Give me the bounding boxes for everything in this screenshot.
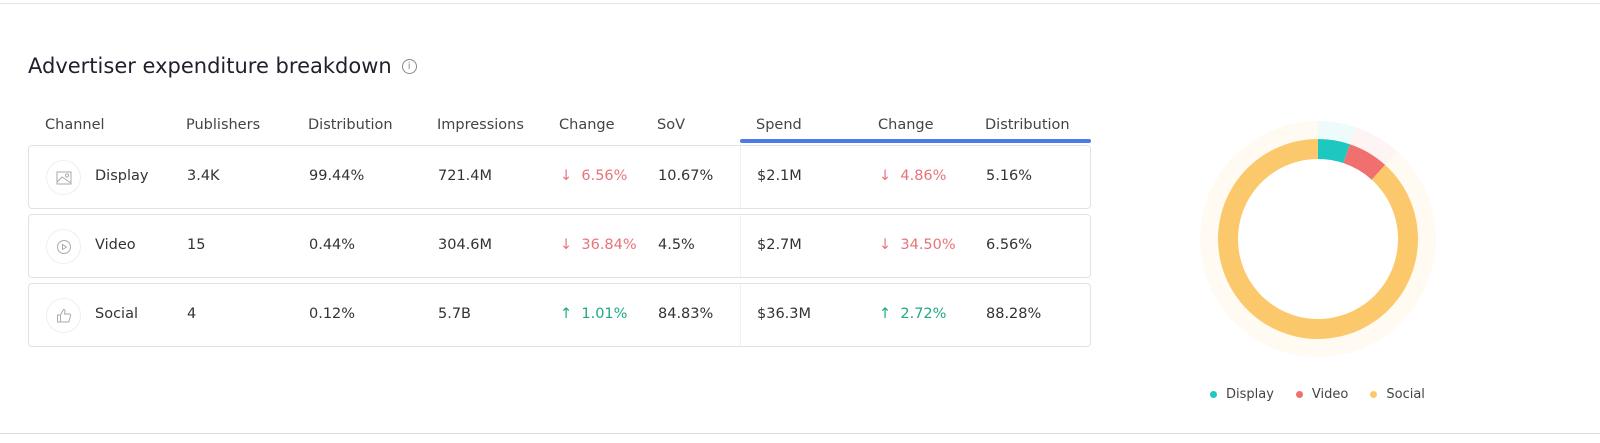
info-circle-icon[interactable]: i (401, 58, 417, 74)
slice-video[interactable] (1343, 144, 1386, 180)
arrow-up-icon: ↑ (560, 306, 573, 322)
legend-item[interactable]: Social (1370, 387, 1425, 402)
legend-item[interactable]: Display (1210, 387, 1274, 402)
change-value: 34.50% (900, 237, 956, 253)
distribution: 0.12% (309, 306, 356, 322)
thumbs-up-icon (46, 298, 81, 333)
change-value: 6.56% (581, 168, 628, 184)
arrow-down-icon: ↓ (560, 168, 573, 184)
column-divider (740, 146, 741, 208)
spend-distribution: 6.56% (986, 237, 1033, 253)
legend-dot (1295, 391, 1303, 398)
publishers: 4 (187, 306, 197, 322)
column-header[interactable]: Change (878, 117, 934, 133)
publishers: 15 (187, 237, 206, 253)
column-header[interactable]: Channel (45, 117, 105, 133)
column-divider (740, 215, 741, 277)
distribution: 0.44% (309, 237, 356, 253)
channel-name: Social (95, 306, 138, 322)
legend-label: Social (1386, 387, 1425, 402)
legend-label: Video (1311, 387, 1349, 402)
spend: $2.1M (757, 168, 802, 184)
table-row[interactable]: Video 15 0.44% 304.6M ↓ 36.84% 4.5% $2.7… (28, 214, 1091, 278)
column-header[interactable]: SoV (657, 117, 685, 133)
change-value: 36.84% (581, 237, 637, 253)
column-header[interactable]: Change (559, 117, 615, 133)
table-row[interactable]: Social 4 0.12% 5.7B ↑ 1.01% 84.83% $36.3… (28, 283, 1091, 347)
column-header[interactable]: Publishers (186, 117, 261, 133)
spend-distribution: 5.16% (986, 168, 1033, 184)
spend-donut-chart (1200, 121, 1436, 357)
slice-display[interactable] (1318, 139, 1350, 164)
impressions-change: ↑ 1.01% (560, 306, 627, 322)
section-title: Advertiser expenditure breakdown i (28, 54, 417, 78)
spend-change: ↓ 34.50% (879, 237, 956, 253)
slice-social[interactable] (1218, 139, 1418, 339)
distribution: 99.44% (309, 168, 365, 184)
impressions: 304.6M (438, 237, 493, 253)
sov: 4.5% (658, 237, 695, 253)
column-divider (740, 284, 741, 346)
arrow-down-icon: ↓ (879, 168, 892, 184)
impressions-change: ↓ 36.84% (560, 237, 637, 253)
arrow-down-icon: ↓ (560, 237, 573, 253)
column-header[interactable]: Impressions (437, 117, 524, 133)
publishers: 3.4K (187, 168, 220, 184)
table-row[interactable]: Display 3.4K 99.44% 721.4M ↓ 6.56% 10.67… (28, 145, 1091, 209)
spend: $36.3M (757, 306, 812, 322)
column-header[interactable]: Distribution (308, 117, 393, 133)
channel-name: Display (95, 168, 149, 184)
change-value: 4.86% (900, 168, 947, 184)
spend-distribution: 88.28% (986, 306, 1042, 322)
channel-name: Video (95, 237, 136, 253)
change-value: 2.72% (900, 306, 947, 322)
chart-legend: Display Video Social (1210, 387, 1425, 402)
sov: 84.83% (658, 306, 714, 322)
legend-dot (1210, 391, 1217, 398)
image-icon (46, 160, 81, 195)
arrow-up-icon: ↑ (879, 306, 892, 322)
legend-label: Display (1226, 387, 1274, 402)
slice-halo (1318, 121, 1356, 145)
bottom-divider (0, 433, 1600, 434)
change-value: 1.01% (581, 306, 628, 322)
top-divider (0, 3, 1600, 4)
slice-halo (1349, 127, 1398, 165)
impressions: 721.4M (438, 168, 493, 184)
legend-item[interactable]: Video (1295, 387, 1349, 402)
title-text: Advertiser expenditure breakdown (28, 54, 392, 78)
arrow-down-icon: ↓ (879, 237, 892, 253)
impressions-change: ↓ 6.56% (560, 168, 627, 184)
play-circle-icon (46, 229, 81, 264)
sov: 10.67% (658, 168, 714, 184)
spend-change: ↑ 2.72% (879, 306, 946, 322)
column-header[interactable]: Distribution (985, 117, 1070, 133)
legend-dot (1370, 391, 1378, 398)
spend: $2.7M (757, 237, 802, 253)
spend-change: ↓ 4.86% (879, 168, 946, 184)
impressions: 5.7B (438, 306, 472, 322)
spend-group-indicator (740, 139, 1091, 143)
column-header[interactable]: Spend (756, 117, 802, 133)
